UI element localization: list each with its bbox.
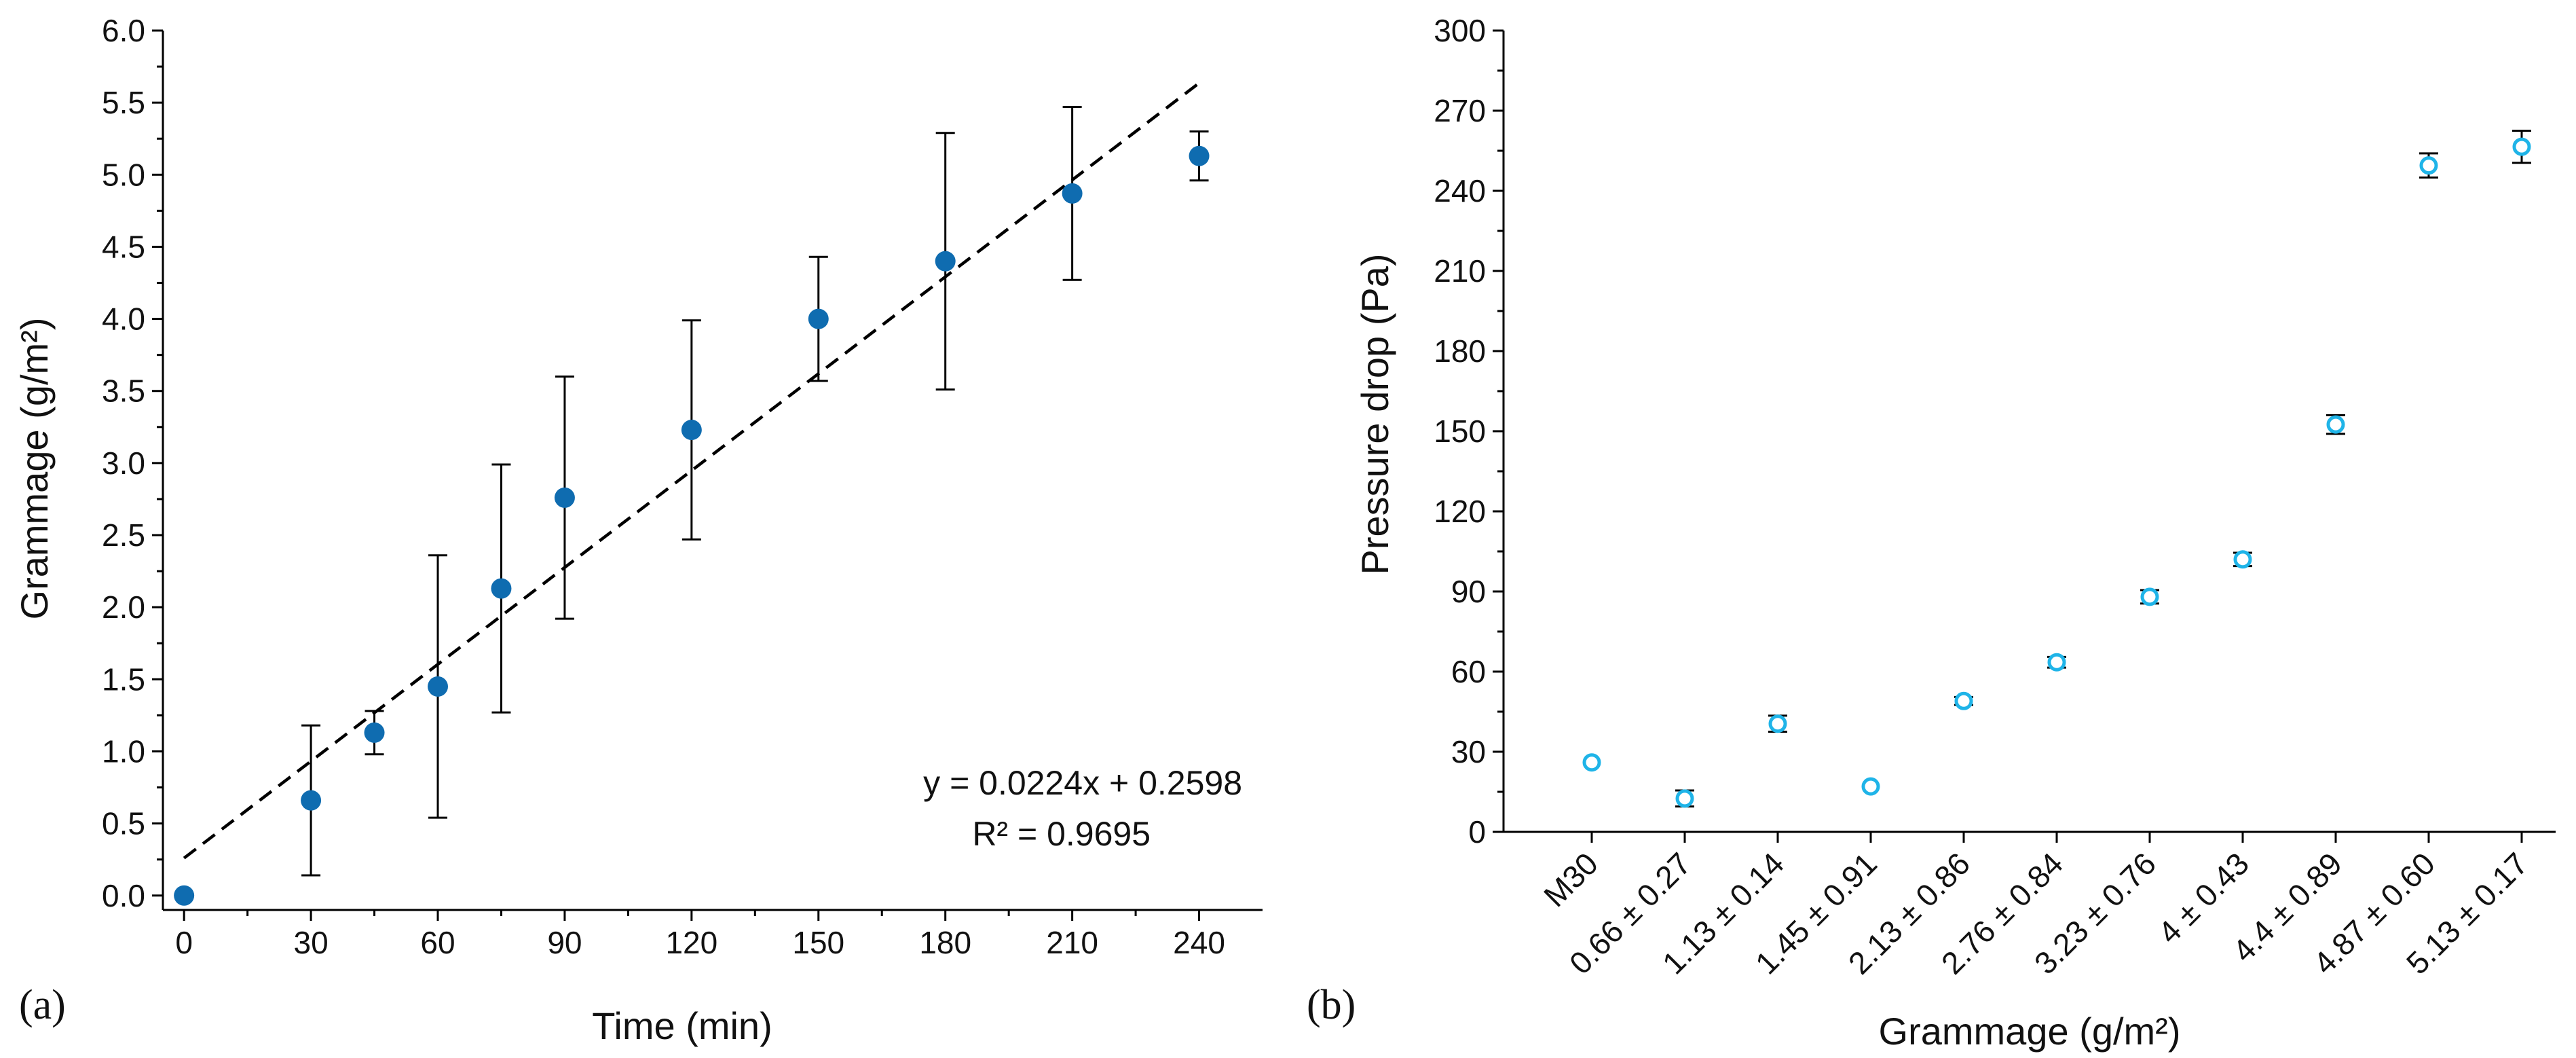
panel-a-label: (a) (19, 982, 66, 1028)
panel-b-y-ticks: 0 30 60 90 120 150 180 210 240 270 300 (1434, 13, 1504, 850)
panel-b-data-point (2047, 653, 2066, 672)
panel-a-y-tick-label: 4.5 (102, 229, 145, 264)
panel-a-x-tick-label: 210 (1046, 925, 1098, 960)
panel-a-data-points (174, 106, 1210, 906)
panel-a-data-point (935, 251, 956, 272)
panel-a-y-tick-label: 3.0 (102, 445, 145, 481)
panel-b-data-point (2419, 156, 2438, 175)
panel-b-y-tick-label: 270 (1434, 93, 1486, 128)
panel-b-y-tick-label: 30 (1451, 734, 1486, 769)
panel-b-label: (b) (1307, 982, 1356, 1028)
panel-a-y-tick-label: 2.5 (102, 517, 145, 553)
panel-b-data-point (2233, 550, 2252, 569)
panel-b-y-tick-label: 60 (1451, 654, 1486, 689)
panel-b-y-axis-title: Pressure drop (Pa) (1354, 253, 1396, 574)
panel-a-y-tick-label: 0.5 (102, 806, 145, 841)
panel-a-y-tick-label: 3.5 (102, 373, 145, 409)
panel-a-data-point (174, 885, 195, 906)
panel-a-x-tick-label: 150 (792, 925, 844, 960)
panel-a-y-tick-label: 6.0 (102, 13, 145, 48)
panel-a-data-point (428, 676, 448, 697)
panel-a-x-ticks: 0 30 60 90 120 150 180 210 240 (175, 910, 1225, 960)
panel-a-r-squared: R² = 0.9695 (972, 815, 1151, 853)
panel-a-y-tick-label: 1.0 (102, 733, 145, 769)
panel-b-data-point (2512, 137, 2531, 156)
panel-b-data-point (1582, 753, 1601, 772)
panel-b-data-point (1861, 777, 1880, 796)
panel-b-y-tick-label: 90 (1451, 574, 1486, 609)
panel-a-y-tick-label: 2.0 (102, 589, 145, 625)
panel-a-data-point (364, 722, 385, 743)
panel-b-data-point (2140, 587, 2159, 606)
panel-b-x-axis-title: Grammage (g/m²) (1879, 1010, 2181, 1053)
panel-a-data-point (301, 790, 322, 811)
panel-a-x-tick-label: 0 (175, 925, 193, 960)
panel-b-data-point (1768, 714, 1787, 733)
panel-b-data-point (1675, 789, 1694, 808)
panel-a-x-tick-label: 120 (665, 925, 717, 960)
panel-b-y-tick-label: 210 (1434, 253, 1486, 289)
panel-b-y-tick-label: 240 (1434, 173, 1486, 208)
panel-a-x-tick-label: 240 (1173, 925, 1225, 960)
panel-b-y-tick-label: 180 (1434, 333, 1486, 369)
panel-a-data-point (681, 420, 702, 441)
panel-b-y-tick-label: 120 (1434, 494, 1486, 529)
panel-b-y-tick-label: 150 (1434, 414, 1486, 449)
panel-a-equation: y = 0.0224x + 0.2598 (923, 764, 1242, 802)
panel-a-data-point (808, 308, 829, 329)
panel-a-x-tick-label: 30 (293, 925, 328, 960)
panel-a-y-tick-label: 1.5 (102, 661, 145, 697)
panel-a-x-axis-title: Time (min) (592, 1004, 772, 1047)
panel-a-chart: 0.00.51.01.52.02.53.03.54.04.55.05.56.0 … (13, 13, 1263, 1047)
panel-a-data-point (1189, 145, 1210, 166)
panel-a-axes (162, 31, 1263, 911)
panel-b-x-tick-label: M30 (1537, 845, 1605, 913)
panel-a-y-tick-label: 4.0 (102, 302, 145, 337)
panel-b-data-points (1582, 130, 2531, 808)
panel-a-x-tick-label: 90 (547, 925, 582, 960)
panel-a-data-point (491, 578, 512, 599)
panel-b-axes (1502, 31, 2556, 833)
panel-a-y-ticks: 0.0 0.5 1.0 1.5 2.0 2.5 3.0 3.5 4.0 4.5 5.0 5.5 6.0 (102, 13, 163, 913)
panel-b-data-point (1954, 691, 1973, 710)
panel-a-y-axis-title: Grammage (g/m²) (13, 318, 56, 620)
panel-a-data-point (1062, 183, 1083, 204)
panel-b-y-tick-label: 300 (1434, 13, 1486, 48)
panel-a-data-point (554, 487, 575, 508)
panel-b-y-tick-label: 0 (1468, 814, 1486, 850)
panel-a-x-tick-label: 60 (420, 925, 455, 960)
panel-a-y-tick-label: 5.5 (102, 85, 145, 120)
panel-b-data-point (2326, 415, 2345, 434)
panel-a-x-tick-label: 180 (919, 925, 971, 960)
panel-a-y-tick-label: 0.0 (102, 878, 145, 913)
panel-a-y-tick-label: 5.0 (102, 157, 145, 192)
